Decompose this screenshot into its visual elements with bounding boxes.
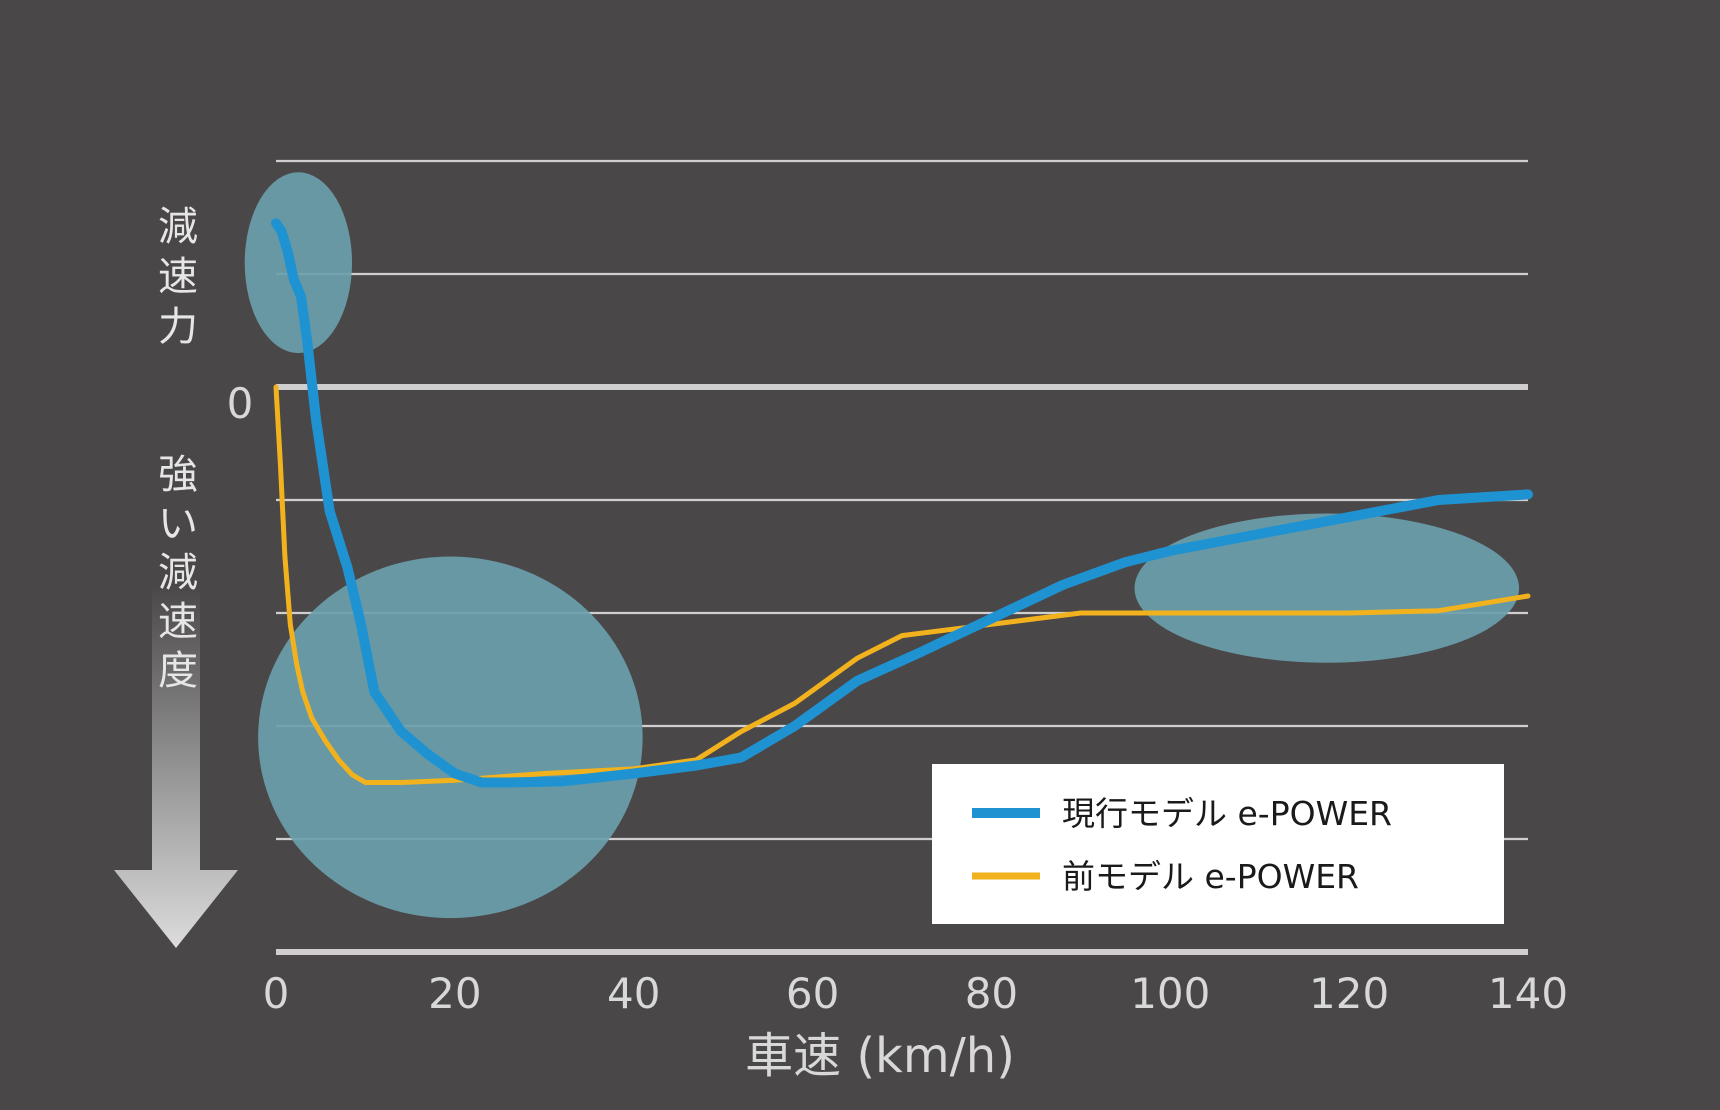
x-tick-label-20: 20: [428, 969, 481, 1018]
x-tick-label-60: 60: [786, 969, 839, 1018]
legend-label-current: 現行モデル e-POWER: [1062, 794, 1392, 833]
legend-box: [932, 764, 1504, 924]
series-layer: [271, 218, 1533, 788]
x-tick-label-0: 0: [263, 969, 290, 1018]
y-zero-label: 0: [227, 379, 254, 428]
x-tick-label-40: 40: [607, 969, 660, 1018]
highlight-ellipse-0: [244, 172, 353, 354]
legend: 現行モデル e-POWER 前モデル e-POWER: [932, 764, 1504, 924]
y-lower-label-char-1: い: [158, 501, 198, 547]
y-lower-label-char-4: 度: [158, 648, 198, 694]
y-lower-label-char-3: 速: [158, 599, 198, 645]
x-tick-label-120: 120: [1309, 969, 1389, 1018]
y-upper-label: 減速力: [158, 204, 198, 350]
x-tick-label-80: 80: [965, 969, 1018, 1018]
highlight-ellipse-2: [1134, 513, 1520, 663]
x-tick-label-100: 100: [1130, 969, 1210, 1018]
series-line-current: [271, 218, 1533, 788]
x-axis-label: 車速 (km/h): [745, 1028, 1015, 1084]
y-lower-label-char-0: 強: [158, 452, 198, 498]
highlight-layer: [244, 172, 1520, 919]
x-tick-label-140: 140: [1488, 969, 1568, 1018]
series-line-previous: [273, 384, 1531, 785]
y-upper-label-char-0: 減: [158, 204, 198, 250]
highlight-ellipse-1: [258, 556, 643, 919]
y-lower-label-char-2: 減: [158, 550, 198, 596]
strong-decel-arrow-icon: [114, 585, 238, 948]
legend-label-previous: 前モデル e-POWER: [1062, 857, 1359, 896]
y-upper-label-char-2: 力: [158, 304, 198, 350]
x-axis-ticks: 0 20 40 60 80 100 120 140: [263, 969, 1568, 1018]
y-upper-label-char-1: 速: [158, 254, 198, 300]
